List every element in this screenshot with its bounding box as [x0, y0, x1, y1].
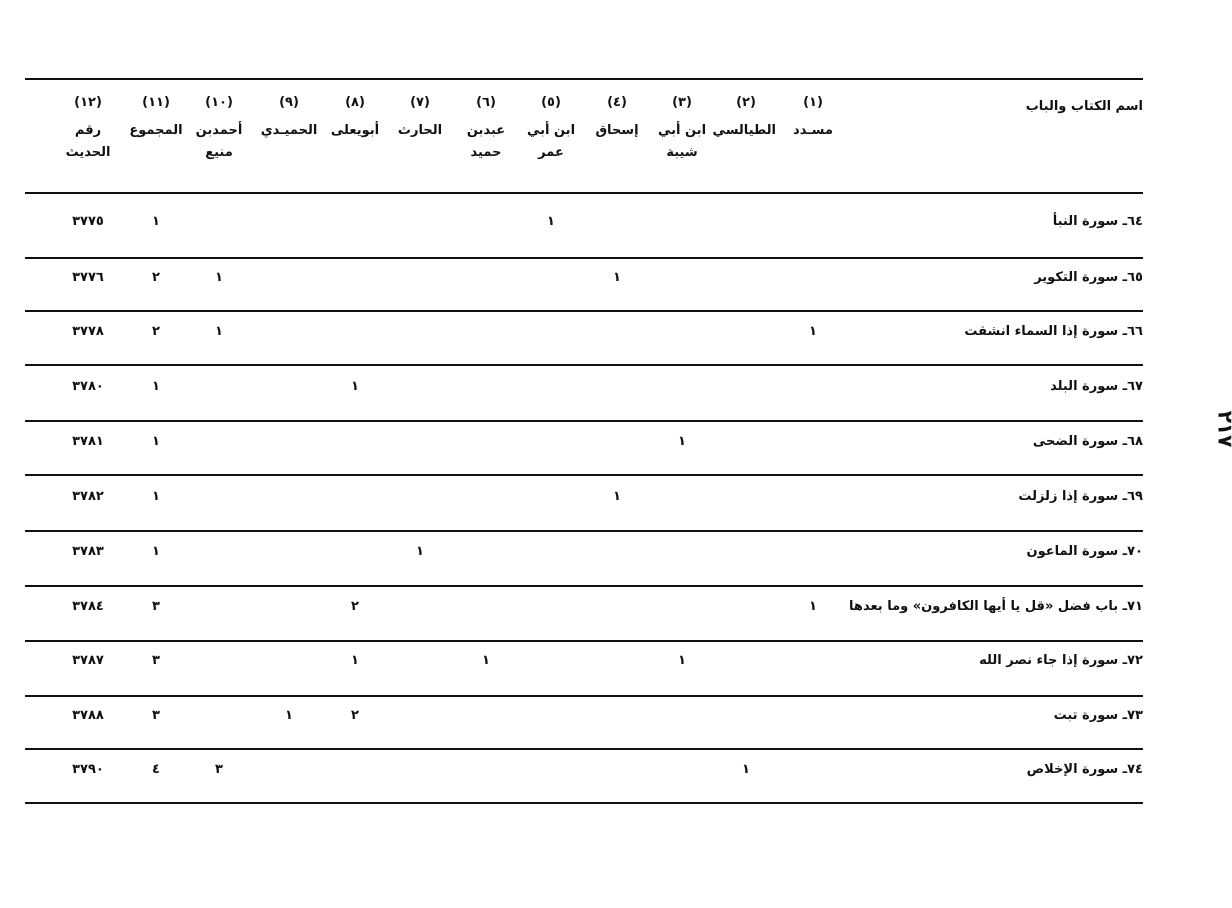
cell: ١	[152, 379, 160, 394]
cell: ٣	[152, 708, 160, 723]
column-name: المجموع	[129, 123, 183, 138]
rule	[25, 257, 1143, 259]
row-label: ٦٥ـ سورة التكوير	[1034, 270, 1143, 285]
cell: ١	[742, 762, 750, 777]
cell: ١	[482, 653, 490, 668]
cell: ٣٧٨٣	[72, 544, 104, 559]
cell: ٢	[351, 599, 359, 614]
cell: ١	[215, 324, 223, 339]
rule	[25, 802, 1143, 804]
column-name: الحميـدي	[260, 123, 318, 138]
rule	[25, 310, 1143, 312]
row-label: ٦٦ـ سورة إذا السماء انشقت	[964, 324, 1143, 339]
cell: ٣٧٨٧	[72, 653, 104, 668]
page-number: ٢١٧	[1213, 410, 1232, 448]
column-number: (٣)	[672, 95, 692, 110]
cell: ١	[678, 653, 686, 668]
column-number: (١١)	[142, 95, 170, 110]
column-number: (٢)	[736, 95, 756, 110]
column-number: (٧)	[410, 95, 430, 110]
cell: ٤	[152, 762, 160, 777]
cell: ٢	[351, 708, 359, 723]
cell: ١	[809, 599, 817, 614]
column-name: أبويعلى	[330, 123, 380, 138]
column-number: (١٠)	[205, 95, 233, 110]
row-label: ٦٩ـ سورة إذا زلزلت	[1018, 489, 1143, 504]
cell: ٣	[152, 653, 160, 668]
row-label: ٧٢ـ سورة إذا جاء نصر الله	[979, 653, 1143, 668]
rule	[25, 640, 1143, 642]
cell: ١	[416, 544, 424, 559]
column-number: (٩)	[279, 95, 299, 110]
cell: ٣	[215, 762, 223, 777]
row-label: ٧٣ـ سورة تبت	[1053, 708, 1143, 723]
row-label: ٧٠ـ سورة الماعون	[1026, 544, 1143, 559]
cell: ١	[152, 489, 160, 504]
cell: ٣٧٧٥	[72, 214, 104, 229]
cell: ٢	[152, 270, 160, 285]
column-number: (٤)	[607, 95, 627, 110]
cell: ١	[613, 489, 621, 504]
cell: ٣٧٨١	[72, 434, 104, 449]
cell: ٣٧٧٦	[72, 270, 104, 285]
column-number: (١)	[803, 95, 823, 110]
row-label: ٦٧ـ سورة البلد	[1050, 379, 1143, 394]
rule	[25, 695, 1143, 697]
rule	[25, 78, 1143, 80]
column-number: (٦)	[476, 95, 496, 110]
rule	[25, 748, 1143, 750]
row-label: ٦٤ـ سورة النبأ	[1052, 214, 1143, 229]
cell: ١	[152, 214, 160, 229]
column-name: الطيالسي	[712, 123, 776, 138]
row-label: ٦٨ـ سورة الضحى	[1032, 434, 1143, 449]
cell: ١	[351, 653, 359, 668]
cell: ٣٧٨٤	[72, 599, 104, 614]
cell: ١	[678, 434, 686, 449]
row-label: ٧١ـ باب فضل «قل يا أيها الكافرون» وما بع…	[849, 599, 1143, 614]
column-name: مسـدد	[793, 123, 833, 138]
rule	[25, 420, 1143, 422]
column-name: أحمدبن منيع	[195, 123, 243, 160]
rule	[25, 474, 1143, 476]
row-label: ٧٤ـ سورة الإخلاص	[1026, 762, 1143, 777]
cell: ٢	[152, 324, 160, 339]
cell: ١	[547, 214, 555, 229]
column-name: إسحاق	[595, 123, 639, 138]
rule	[25, 364, 1143, 366]
title-column-header: اسم الكتاب والباب	[1025, 99, 1143, 114]
rule	[25, 530, 1143, 532]
column-name: ابن أبي عمر	[526, 123, 576, 160]
cell: ٣٧٨٠	[72, 379, 104, 394]
cell: ٣٧٧٨	[72, 324, 104, 339]
cell: ١	[152, 434, 160, 449]
cell: ١	[613, 270, 621, 285]
column-number: (٥)	[541, 95, 561, 110]
column-name: عبدبن حميد	[466, 123, 506, 160]
cell: ٣٧٨٢	[72, 489, 104, 504]
column-number: (٨)	[345, 95, 365, 110]
cell: ٣٧٩٠	[72, 762, 104, 777]
column-name: الحارث	[397, 123, 443, 138]
cell: ١	[215, 270, 223, 285]
column-name: ابن أبي شيبة	[657, 123, 707, 160]
cell: ٣٧٨٨	[72, 708, 104, 723]
cell: ٣	[152, 599, 160, 614]
column-number: (١٢)	[74, 95, 102, 110]
column-name: رقم الحديث	[65, 123, 111, 160]
cell: ١	[809, 324, 817, 339]
cell: ١	[351, 379, 359, 394]
cell: ١	[285, 708, 293, 723]
rule	[25, 192, 1143, 194]
cell: ١	[152, 544, 160, 559]
rule	[25, 585, 1143, 587]
